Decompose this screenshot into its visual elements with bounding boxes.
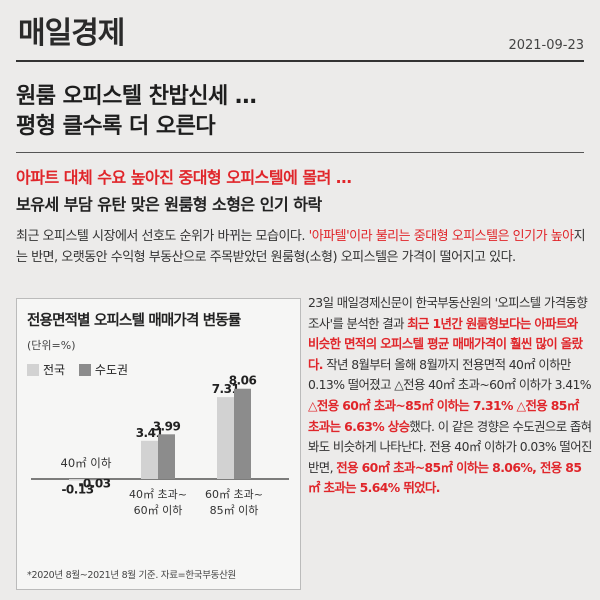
article-body: 23일 매일경제신문이 한국부동산원의 '오피스텔 가격동향 조사'를 분석한 …	[308, 293, 592, 499]
category-label-1-line2: 60㎡ 이하	[134, 503, 183, 517]
bar-2-0	[217, 397, 234, 479]
value-label-1-0: 3.41	[136, 426, 164, 440]
subheadline-2: 보유세 부담 유탄 맞은 원룸형 소형은 인기 하락	[16, 195, 322, 214]
top-divider	[16, 60, 584, 62]
category-label-2-line1: 60㎡ 초과~	[205, 488, 263, 501]
legend-swatch-national	[27, 364, 39, 376]
body-highlight-3: 전용 60㎡ 초과~85㎡ 이하는 8.06%, 전용 85㎡ 초과는 5.64…	[308, 459, 582, 496]
value-label-0-1: -0.03	[78, 476, 110, 490]
bar-chart: -0.13-0.03 40㎡ 이하 3.413.99 40㎡ 초과~ 60㎡ 이하 7.3…	[31, 374, 289, 517]
body-text-2: 작년 8월부터 올해 8월까지 전용면적 40㎡ 이하만 0.13% 떨어졌고 …	[308, 356, 592, 393]
masthead: 매일경제	[18, 16, 125, 51]
lede-paragraph: 최근 오피스텔 시장에서 선호도 순위가 바뀌는 모습이다. '아파텔'이라 불…	[16, 226, 586, 268]
bar-0-0	[69, 479, 86, 481]
headline-divider	[16, 152, 584, 153]
legend-label-capital: 수도권	[94, 363, 129, 377]
bar-1-0	[141, 440, 158, 479]
chart-unit: (단위=%)	[27, 339, 76, 352]
body-text-1: 23일 매일경제신문이 한국부동산원의 '오피스텔 가격동향 조사'를 분석한 …	[308, 295, 588, 331]
legend-label-national: 전국	[43, 363, 66, 377]
bar-1-1	[158, 434, 175, 479]
value-label-0-0: -0.13	[61, 482, 93, 496]
category-label-1-line1: 40㎡ 초과~	[129, 488, 187, 501]
lede-highlight: '아파텔'이라 불리는 중대형 오피스텔은 인기가 높아	[308, 229, 574, 244]
headline-line-1: 원룸 오피스텔 찬밥신세 …	[16, 84, 257, 109]
lede-text-2: 지는 반면, 오랫동안 수익형 부동산으로 주목받았던 원룸형(소형) 오피스텔…	[16, 229, 586, 265]
chart-legend: 전국 수도권	[27, 361, 138, 378]
lede-text-1: 최근 오피스텔 시장에서 선호도 순위가 바뀌는 모습이다.	[16, 229, 309, 244]
category-label-2-line2: 85㎡ 이하	[210, 503, 259, 517]
chart-title: 전용면적별 오피스텔 매매가격 변동률	[27, 313, 241, 329]
legend-swatch-capital	[78, 364, 91, 376]
bar-0-1	[86, 479, 103, 481]
publish-date: 2021-09-23	[508, 38, 584, 53]
body-highlight-1: 최근 1년간 원룸형보다는 아파트와 비슷한 면적의 오피스텔 평균 매매가격이…	[308, 315, 583, 372]
value-label-2-1: 8.06	[229, 374, 257, 388]
chart-source-note: *2020년 8월~2021년 8월 기준. 자료=한국부동산원	[27, 570, 236, 581]
category-label-0: 40㎡ 이하	[61, 456, 112, 470]
legend-item-capital: 수도권	[78, 361, 129, 378]
bar-2-1	[234, 388, 251, 479]
headline: 원룸 오피스텔 찬밥신세 … 평형 클수록 더 오른다	[16, 82, 576, 142]
headline-line-2: 평형 클수록 더 오른다	[16, 114, 216, 139]
body-highlight-2: △전용 60㎡ 초과~85㎡ 이하는 7.31% △전용 85㎡ 초과는 6.6…	[308, 397, 579, 434]
value-label-2-0: 7.31	[212, 382, 240, 396]
legend-item-national: 전국	[27, 361, 65, 378]
value-label-1-1: 3.99	[153, 419, 181, 433]
subheadline-1: 아파트 대체 수요 높아진 중대형 오피스텔에 몰려 …	[16, 168, 352, 187]
body-text-3: 했다. 이 같은 경향은 수도권으로 좁혀 봐도 비슷하게 나타난다. 전용 4…	[308, 418, 592, 475]
chart-panel: 전용면적별 오피스텔 매매가격 변동률 (단위=%) 전국 수도권 -0.13-…	[16, 298, 301, 590]
